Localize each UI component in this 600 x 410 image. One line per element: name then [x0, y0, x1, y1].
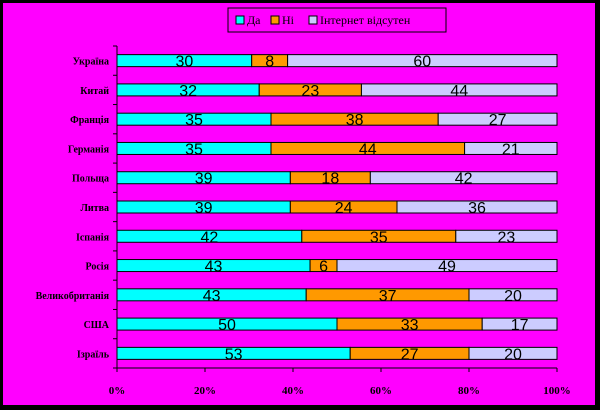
- legend-label-інтернет-відсутен: Інтернет відсутен: [320, 13, 411, 27]
- category-label-франція: Франція: [70, 115, 109, 126]
- data-label: 33: [401, 317, 419, 334]
- bar-інтернет-відсутен: [369, 171, 558, 185]
- data-label: 43: [205, 259, 223, 276]
- bar-інтернет-відсутен: [468, 288, 558, 302]
- data-label: 20: [504, 288, 522, 305]
- bar-інтернет-відсутен: [336, 259, 558, 273]
- data-label: 50: [218, 317, 236, 334]
- category-label-іспанія: Іспанія: [76, 232, 110, 243]
- data-label: 44: [359, 141, 377, 158]
- bar-інтернет-відсутен: [455, 229, 558, 243]
- data-label: 36: [468, 200, 486, 217]
- legend-swatch-да: [235, 15, 245, 25]
- data-label: 6: [319, 259, 328, 276]
- data-label: 23: [301, 83, 319, 100]
- data-label: 27: [489, 112, 507, 129]
- data-label: 53: [225, 346, 243, 363]
- data-label: 23: [498, 229, 516, 246]
- legend-label-ні: Ні: [282, 13, 295, 27]
- legend-label-да: Да: [247, 13, 261, 27]
- legend-swatch-ні: [270, 15, 280, 25]
- bar-інтернет-відсутен: [287, 54, 558, 68]
- data-label: 20: [504, 346, 522, 363]
- category-label-сша: США: [84, 320, 110, 331]
- legend: [227, 7, 447, 33]
- data-label: 39: [195, 200, 213, 217]
- data-label: 35: [370, 229, 388, 246]
- data-label: 44: [450, 83, 468, 100]
- category-label-литва: Литва: [80, 203, 109, 214]
- data-label: 35: [185, 141, 203, 158]
- category-label-україна: Україна: [73, 57, 109, 68]
- bar-інтернет-відсутен: [396, 200, 558, 214]
- x-tick-label: 20%: [194, 385, 216, 397]
- data-label: 27: [401, 346, 419, 363]
- bar-інтернет-відсутен: [360, 83, 558, 97]
- data-label: 37: [379, 288, 397, 305]
- data-label: 60: [413, 54, 431, 71]
- x-tick-label: 100%: [543, 385, 571, 397]
- data-label: 24: [335, 200, 353, 217]
- data-label: 18: [321, 171, 339, 188]
- bar-інтернет-відсутен: [481, 317, 558, 331]
- x-tick-label: 80%: [458, 385, 480, 397]
- data-label: 17: [511, 317, 529, 334]
- x-tick-label: 60%: [370, 385, 392, 397]
- category-label-великобританія: Великобританія: [36, 291, 110, 302]
- data-label: 30: [175, 54, 193, 71]
- category-label-польща: Польща: [72, 174, 109, 185]
- data-label: 21: [502, 141, 520, 158]
- legend-swatch-інтернет-відсутен: [308, 15, 318, 25]
- data-label: 38: [346, 112, 364, 129]
- bar-інтернет-відсутен: [464, 141, 558, 155]
- data-label: 42: [455, 171, 473, 188]
- bar-інтернет-відсутен: [437, 112, 558, 126]
- data-label: 42: [201, 229, 219, 246]
- category-label-германія: Германія: [68, 144, 110, 155]
- data-label: 8: [265, 54, 274, 71]
- data-label: 32: [179, 83, 197, 100]
- data-label: 35: [185, 112, 203, 129]
- data-label: 39: [195, 171, 213, 188]
- x-tick-label: 40%: [282, 385, 304, 397]
- data-label: 49: [438, 259, 456, 276]
- bar-інтернет-відсутен: [468, 346, 558, 360]
- category-label-росія: Росія: [86, 262, 110, 273]
- data-label: 43: [203, 288, 221, 305]
- x-tick-label: 0%: [109, 385, 126, 397]
- category-label-ізраїль: Ізраїль: [77, 349, 110, 360]
- category-label-китай: Китай: [80, 86, 109, 97]
